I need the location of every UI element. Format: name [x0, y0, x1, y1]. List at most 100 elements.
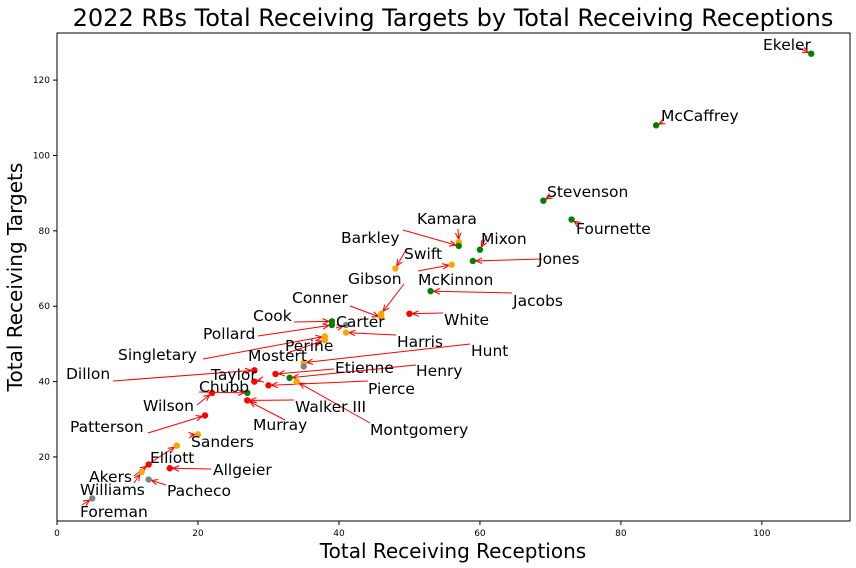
y-axis-label: Total Receiving Targets: [3, 163, 27, 393]
annotation-arrow: [659, 122, 663, 124]
annotation-arrow: [546, 197, 549, 199]
annotation-arrow: [349, 333, 397, 335]
data-point: [145, 461, 152, 468]
annotation-arrow: [417, 265, 449, 272]
data-point: [406, 310, 413, 317]
point-label: Taylor: [210, 366, 257, 384]
point-label: Hunt: [471, 342, 508, 360]
data-point: [300, 363, 307, 370]
annotation-arrow: [349, 305, 378, 316]
data-point: [89, 495, 96, 502]
annotation-arrow: [412, 313, 444, 314]
data-point: [808, 50, 815, 57]
point-label: Fournette: [576, 220, 651, 238]
point-label: Barkley: [341, 229, 400, 247]
y-tick-label: 20: [39, 453, 51, 463]
annotation-arrow: [133, 474, 140, 484]
annotation-arrow: [196, 395, 210, 406]
annotation-arrow: [335, 326, 343, 328]
point-label: Walker III: [295, 398, 366, 416]
point-label: Kamara: [417, 210, 477, 228]
data-point: [652, 122, 660, 129]
annotation-arrow: [198, 392, 244, 393]
x-tick-label: 100: [753, 529, 770, 539]
point-label: Foreman: [80, 503, 148, 521]
y-tick-label: 120: [33, 76, 50, 86]
annotation-arrow: [458, 228, 459, 239]
annotation-arrow: [796, 46, 809, 52]
data-point: [540, 197, 547, 204]
point-label: Ekeler: [763, 36, 812, 54]
point-label: Cook: [253, 307, 292, 325]
point-label: Etienne: [335, 359, 394, 377]
data-points: [89, 50, 815, 502]
data-point: [568, 216, 575, 223]
annotation-arrow: [257, 380, 261, 381]
x-axis: 0 20 40 60 80 100: [54, 521, 771, 539]
point-label: Murray: [253, 416, 307, 434]
point-label: Dillon: [66, 365, 110, 383]
annotation-arrow: [481, 235, 488, 247]
data-point: [378, 314, 385, 321]
data-point: [251, 367, 258, 374]
data-point: [469, 257, 477, 265]
point-label: Perine: [285, 337, 333, 355]
data-point: [321, 336, 329, 344]
data-point: [173, 442, 181, 449]
annotation-arrow: [151, 480, 167, 486]
point-label: Montgomery: [370, 421, 468, 439]
point-label: White: [444, 311, 489, 329]
point-label: Pierce: [368, 380, 415, 398]
y-tick-label: 100: [33, 151, 50, 161]
x-axis-label: Total Receiving Receptions: [319, 539, 586, 563]
data-point: [138, 468, 145, 476]
point-label: Sanders: [191, 433, 254, 451]
annotation-arrow: [81, 500, 90, 505]
data-point: [208, 389, 216, 397]
data-point: [244, 397, 251, 404]
annotation-arrow: [279, 368, 335, 374]
point-label: Mixon: [481, 230, 527, 248]
data-point: [286, 374, 293, 382]
data-point: [145, 476, 152, 483]
data-point: [328, 321, 336, 329]
data-point: [251, 378, 258, 385]
point-label: Gibson: [348, 270, 402, 288]
annotation-arrows: [81, 46, 809, 505]
annotation-arrow: [149, 447, 174, 464]
point-label: Stevenson: [547, 183, 628, 201]
point-label: Patterson: [70, 418, 144, 436]
point-label: Swift: [404, 245, 442, 263]
plot-frame: [56, 32, 851, 522]
point-label: Conner: [292, 289, 348, 307]
x-tick-label: 60: [474, 529, 486, 539]
data-point: [342, 329, 350, 336]
data-point: [194, 431, 202, 438]
data-point: [448, 261, 455, 268]
data-point: [201, 412, 209, 419]
annotation-arrow: [286, 341, 322, 354]
point-label: Harris: [397, 333, 443, 351]
x-tick-label: 20: [192, 529, 204, 539]
data-point: [342, 321, 350, 329]
point-label: Henry: [416, 362, 463, 380]
point-label: Jacobs: [512, 292, 563, 310]
annotation-arrow: [402, 229, 456, 245]
data-point: [272, 370, 279, 378]
annotation-arrow: [271, 380, 369, 385]
point-label: Pacheco: [167, 482, 231, 500]
x-tick-label: 0: [54, 529, 60, 539]
annotation-arrow: [173, 468, 212, 469]
annotation-arrow: [307, 343, 471, 362]
annotation-arrow: [112, 370, 251, 382]
y-tick-label: 40: [39, 378, 51, 388]
point-label: Singletary: [118, 346, 197, 364]
data-point: [392, 265, 399, 272]
data-point: [293, 378, 300, 385]
point-labels: Ekeler McCaffrey Stevenson Fournette Kamara B…: [66, 36, 812, 521]
y-axis: 20 40 60 80 100 120: [33, 76, 57, 463]
y-tick-label: 60: [39, 302, 51, 312]
y-tick-label: 80: [39, 227, 51, 237]
annotation-arrow: [574, 221, 578, 224]
